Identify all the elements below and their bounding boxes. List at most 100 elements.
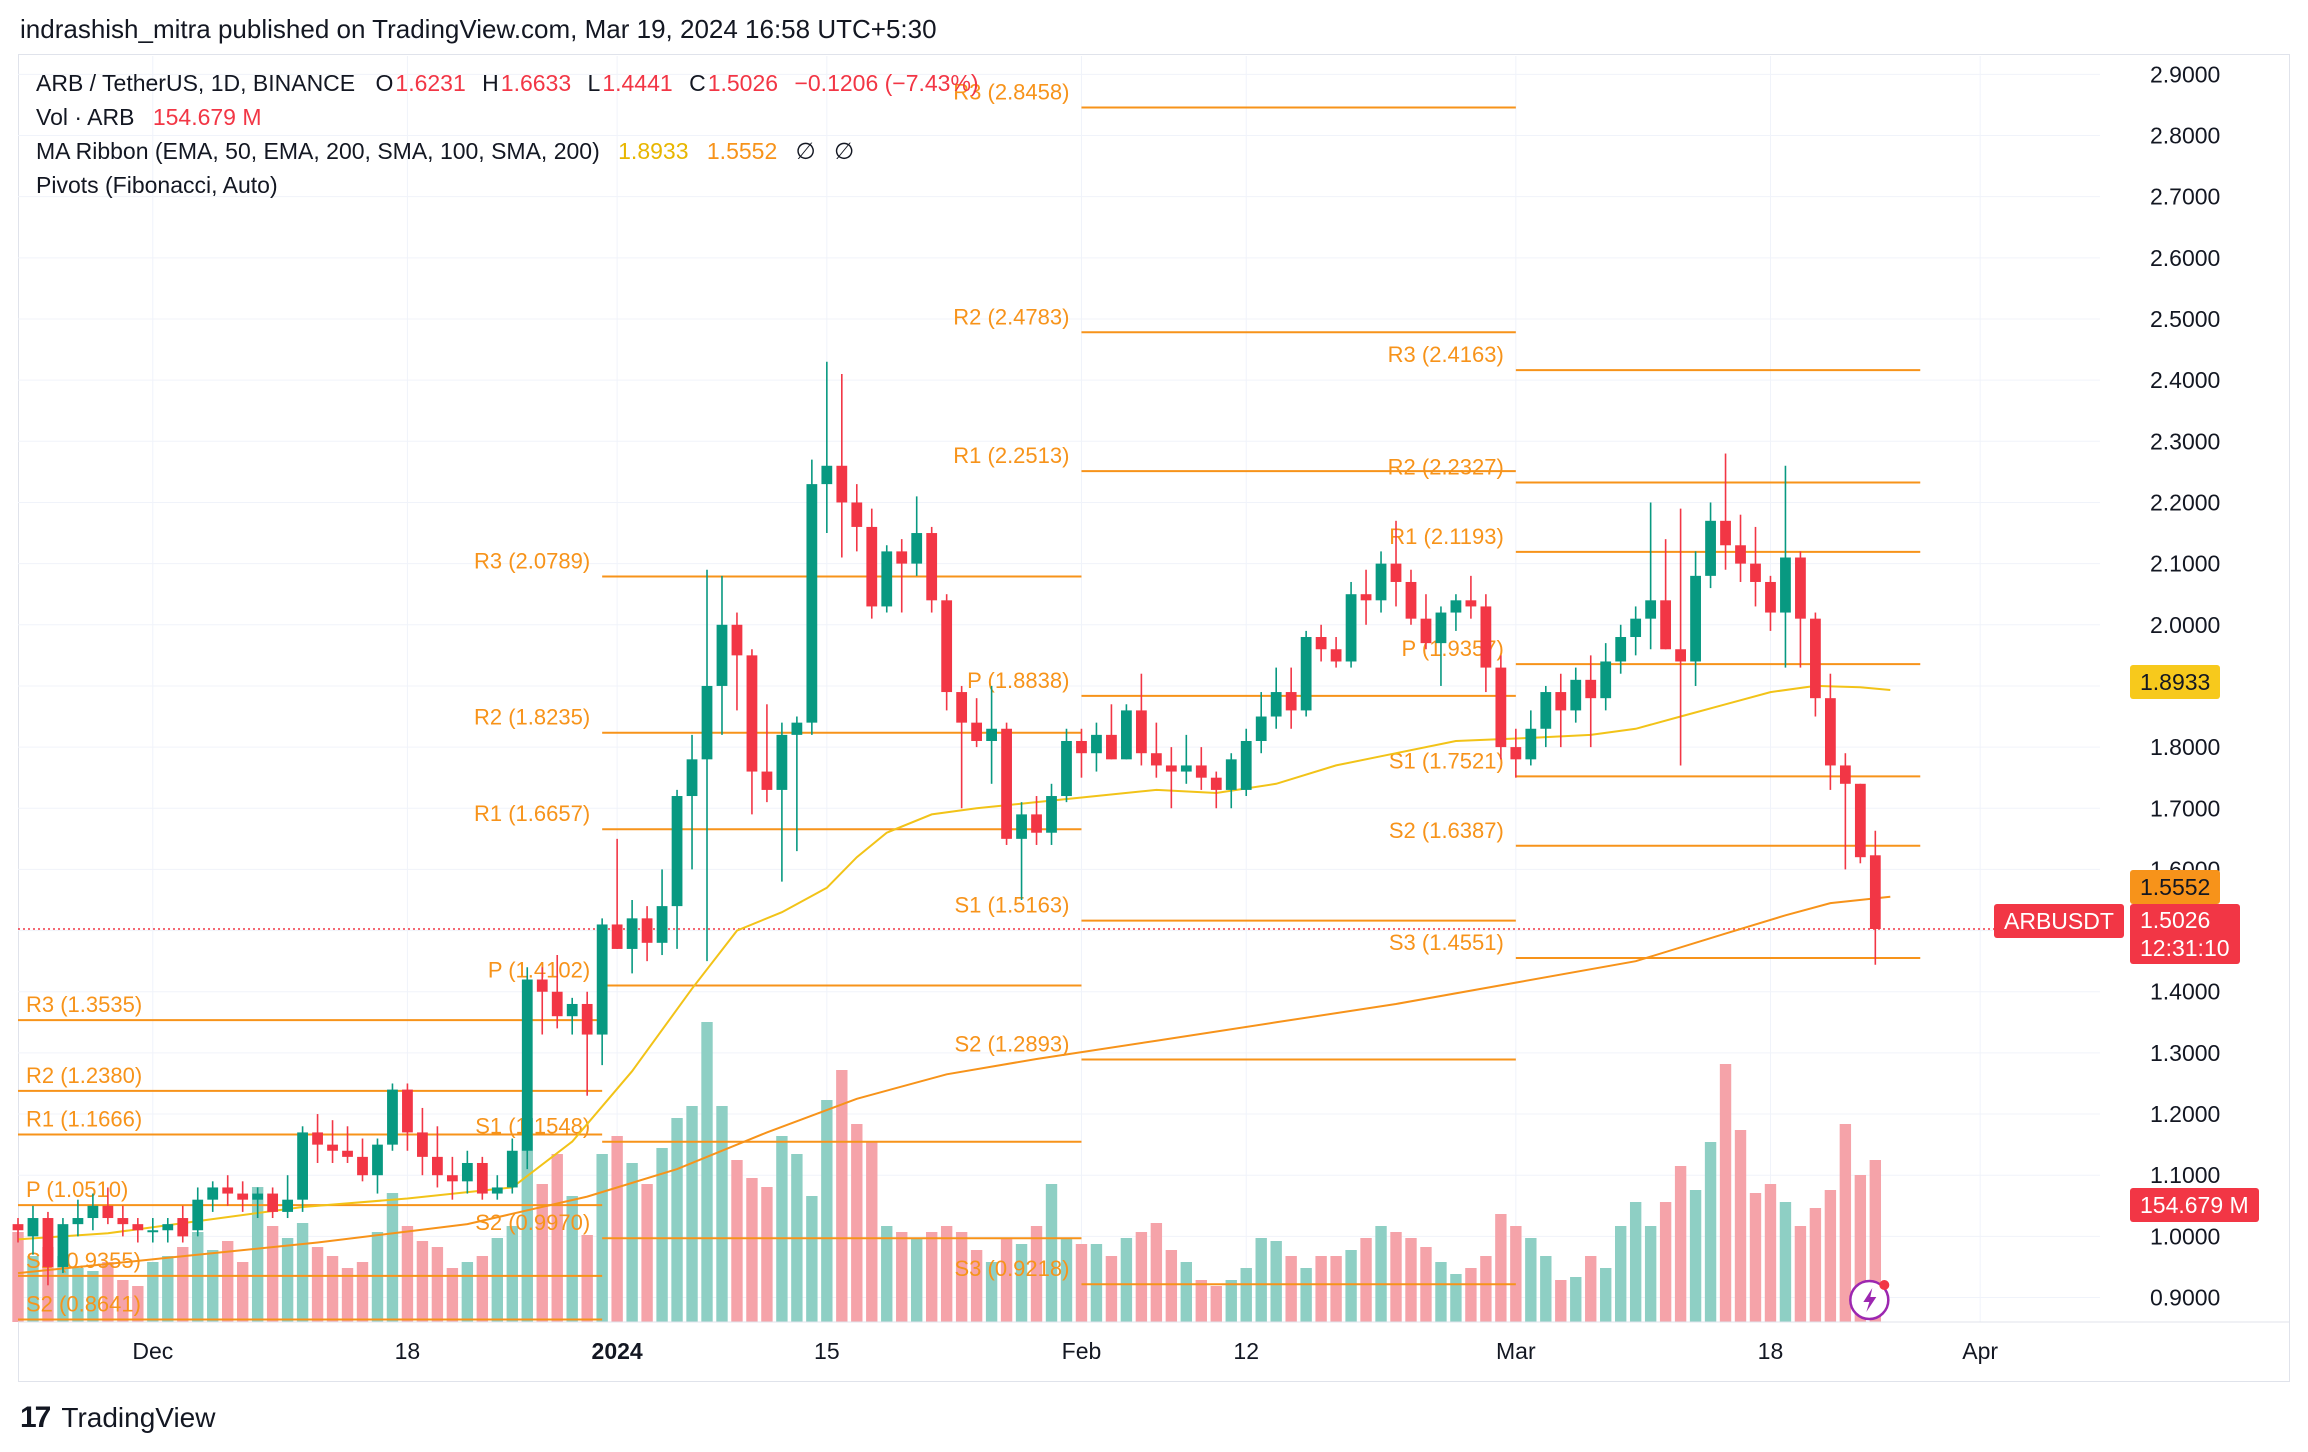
- candle-body: [72, 1218, 84, 1225]
- candle-body: [1390, 563, 1402, 582]
- candle: [1046, 783, 1057, 845]
- candle: [1780, 465, 1791, 668]
- candle: [521, 967, 533, 1170]
- candle-body: [1031, 814, 1042, 833]
- candle: [971, 698, 983, 748]
- candle: [476, 1156, 488, 1200]
- legend-ma4: ∅: [834, 138, 855, 164]
- candle-body: [1001, 728, 1012, 839]
- candle-body: [1585, 679, 1597, 699]
- candle: [506, 1138, 518, 1194]
- volume-bar: [1090, 1244, 1103, 1322]
- candle: [282, 1175, 294, 1219]
- volume-bar: [311, 1247, 324, 1322]
- pivot-label: R3 (2.0789): [474, 549, 590, 574]
- y-tick-label: 1.1000: [2150, 1162, 2220, 1188]
- candle: [1135, 673, 1147, 766]
- candle: [1450, 594, 1462, 631]
- candle: [1180, 734, 1192, 784]
- candle: [1360, 569, 1372, 625]
- candle: [596, 918, 608, 1066]
- candle: [1255, 692, 1267, 754]
- volume-bar: [251, 1187, 264, 1322]
- volume-bar: [1689, 1190, 1702, 1322]
- pivot-label: R1 (1.1666): [26, 1106, 142, 1131]
- candle: [1405, 569, 1417, 625]
- pivot-label: S1 (1.1548): [475, 1114, 590, 1139]
- volume-bar: [940, 1226, 953, 1322]
- candle: [1465, 575, 1477, 619]
- candle-body: [267, 1193, 279, 1212]
- footer[interactable]: 17 TradingView: [20, 1396, 215, 1440]
- volume-bar: [686, 1106, 698, 1322]
- candle-body: [192, 1199, 204, 1231]
- candle-body: [402, 1089, 413, 1133]
- candle-body: [222, 1187, 234, 1194]
- candle: [222, 1175, 234, 1206]
- candle-body: [656, 906, 668, 943]
- candle: [177, 1205, 189, 1243]
- candle: [1645, 502, 1657, 650]
- candle-body: [1016, 814, 1027, 839]
- volume-bar: [192, 1232, 204, 1322]
- legend-ma-row: MA Ribbon (EMA, 50, EMA, 200, SMA, 100, …: [36, 138, 856, 165]
- candle: [162, 1218, 174, 1243]
- candle: [1150, 722, 1162, 778]
- candle-body: [252, 1193, 264, 1200]
- candle: [132, 1218, 144, 1243]
- candle: [761, 704, 773, 803]
- y-tick-label: 2.7000: [2150, 184, 2220, 210]
- volume-bar: [1405, 1238, 1417, 1322]
- candle-body: [282, 1199, 294, 1212]
- y-tick-label: 1.7000: [2150, 795, 2220, 821]
- pivot-label: R1 (1.6657): [474, 801, 590, 826]
- volume-bar: [1210, 1286, 1222, 1322]
- volume-bar: [1375, 1226, 1387, 1322]
- candle-body: [821, 465, 833, 485]
- candle-body: [1630, 618, 1642, 638]
- volume-bar: [1854, 1175, 1867, 1322]
- candle-body: [896, 551, 908, 564]
- candle-body: [417, 1132, 428, 1157]
- candle: [357, 1138, 368, 1182]
- candle: [1016, 802, 1027, 900]
- volume-bar: [281, 1238, 294, 1322]
- volume-bar: [27, 1256, 39, 1322]
- candle: [986, 685, 997, 784]
- candle: [327, 1120, 338, 1163]
- candle-body: [1106, 734, 1117, 760]
- candle-body: [521, 979, 533, 1151]
- volume-bar: [1030, 1226, 1043, 1322]
- volume-bar: [1360, 1238, 1372, 1322]
- volume-bar: [1510, 1226, 1522, 1322]
- candle-body: [1495, 667, 1507, 748]
- candle: [297, 1126, 308, 1212]
- volume-bar: [656, 1148, 668, 1322]
- legend-vol-label: Vol · ARB: [36, 104, 135, 130]
- candle-body: [1690, 575, 1701, 662]
- volume-bar: [461, 1262, 474, 1322]
- candle: [1031, 796, 1042, 845]
- volume-bar: [626, 1163, 638, 1322]
- candle-body: [87, 1205, 99, 1219]
- volume-bar: [1540, 1256, 1552, 1322]
- volume-bar: [1525, 1238, 1537, 1322]
- candle-body: [1510, 747, 1522, 760]
- candle-body: [27, 1218, 39, 1237]
- candle-body: [1195, 765, 1207, 778]
- candle: [1225, 753, 1237, 809]
- volume-bar: [1300, 1268, 1312, 1322]
- candle-body: [791, 722, 803, 735]
- volume-bar: [1764, 1184, 1777, 1322]
- candle: [1854, 783, 1866, 864]
- legend-h-label: H: [482, 70, 499, 96]
- candle: [1510, 728, 1522, 778]
- volume-bar: [1644, 1226, 1657, 1322]
- pivot-label: R3 (1.3535): [26, 992, 142, 1017]
- volume-bar: [761, 1187, 773, 1322]
- candle-body: [1555, 692, 1567, 711]
- candle-body: [866, 526, 878, 607]
- ema200-price-tag: 1.5552: [2130, 870, 2221, 904]
- volume-bar: [1285, 1256, 1297, 1322]
